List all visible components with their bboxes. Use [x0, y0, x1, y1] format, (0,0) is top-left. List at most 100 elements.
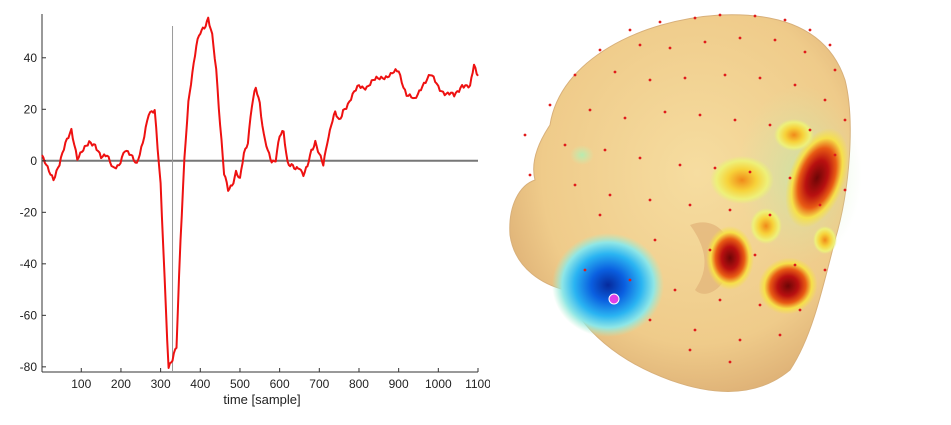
yellow-blob-1: [710, 156, 774, 204]
yellow-blob-2: [750, 208, 782, 244]
y-tick-label: -60: [20, 308, 38, 322]
scalp-topography: [490, 0, 951, 420]
sensor-dot: [803, 50, 807, 54]
sensor-dot: [548, 103, 552, 107]
yellow-blob-4: [813, 226, 837, 254]
sensor-dot: [728, 208, 732, 212]
x-tick-label: 400: [190, 377, 210, 391]
sensor-dot: [563, 143, 567, 147]
sensor-dot: [648, 318, 652, 322]
sensor-dot: [663, 110, 667, 114]
red-blob-1: [785, 128, 849, 228]
sensor-dot: [693, 16, 697, 20]
sensor-dot: [733, 118, 737, 122]
sensor-dot: [823, 268, 827, 272]
sensor-dot: [628, 28, 632, 32]
sensor-dot: [648, 198, 652, 202]
sensor-dot: [738, 36, 742, 40]
x-axis-label: time [sample]: [223, 392, 300, 407]
sensor-dot: [793, 263, 797, 267]
sensor-dots: [523, 13, 847, 364]
sensor-dot: [688, 348, 692, 352]
x-tick-label: 700: [309, 377, 329, 391]
sensor-dot: [573, 73, 577, 77]
sensor-dot: [778, 333, 782, 337]
x-tick-label: 1100: [465, 377, 490, 391]
sensor-dot: [688, 203, 692, 207]
sensor-dot: [798, 308, 802, 312]
green-blob-small: [570, 145, 594, 165]
axes: [41, 14, 478, 373]
y-tick-label: 20: [24, 102, 38, 116]
sensor-dot: [768, 123, 772, 127]
y-tick-label: 0: [30, 154, 37, 168]
erp-line-chart: 100 200 300 400 500 600 700 800 900 1000 1100 -80 -6…: [20, 14, 492, 407]
sensor-dot: [718, 298, 722, 302]
sensor-dot: [728, 360, 732, 364]
sensor-dot: [748, 170, 752, 174]
dipole-marker: [608, 293, 620, 305]
yellow-blob-3: [774, 119, 814, 151]
sensor-dot: [588, 108, 592, 112]
x-tick-label: 500: [230, 377, 250, 391]
x-tick-label: 800: [349, 377, 369, 391]
sensor-dot: [653, 238, 657, 242]
head-render: [509, 13, 862, 392]
sensor-dot: [738, 338, 742, 342]
sensor-dot: [648, 78, 652, 82]
sensor-dot: [758, 76, 762, 80]
sensor-dot: [583, 268, 587, 272]
sensor-dot: [808, 128, 812, 132]
sensor-dot: [718, 13, 722, 17]
sensor-dot: [638, 156, 642, 160]
x-tick-label: 600: [270, 377, 290, 391]
sensor-dot: [598, 48, 602, 52]
sensor-dot: [768, 213, 772, 217]
sensor-dot: [793, 83, 797, 87]
sensor-dot: [843, 188, 847, 192]
red-blob-3: [758, 257, 818, 315]
y-tick-label: 40: [24, 51, 38, 65]
sensor-dot: [678, 163, 682, 167]
sensor-dot: [713, 166, 717, 170]
sensor-dot: [673, 288, 677, 292]
x-tick-label: 300: [151, 377, 171, 391]
y-tick-label: -40: [20, 257, 38, 271]
sensor-dot: [843, 118, 847, 122]
sensor-dot: [783, 18, 787, 22]
sensor-dot: [658, 20, 662, 24]
tick-labels: 100 200 300 400 500 600 700 800 900 1000 1100-80-6…: [20, 51, 492, 391]
sensor-dot: [723, 73, 727, 77]
sensor-dot: [808, 28, 812, 32]
sensor-dot: [573, 183, 577, 187]
x-tick-label: 200: [111, 377, 131, 391]
series-line: [41, 16, 479, 369]
x-tick-label: 100: [71, 377, 91, 391]
x-tick-label: 1000: [425, 377, 452, 391]
sensor-dot: [698, 113, 702, 117]
sensor-dot: [833, 68, 837, 72]
sensor-dot: [753, 14, 757, 18]
sensor-dot: [828, 43, 832, 47]
sensor-dot: [773, 38, 777, 42]
sensor-dot: [608, 193, 612, 197]
sensor-dot: [523, 133, 527, 137]
sensor-dot: [598, 213, 602, 217]
sensor-dot: [703, 40, 707, 44]
sensor-dot: [788, 176, 792, 180]
sensor-dot: [683, 76, 687, 80]
series-layer: [41, 16, 479, 369]
sensor-dot: [753, 253, 757, 257]
y-tick-label: -80: [20, 360, 38, 374]
sensor-dot: [668, 46, 672, 50]
sensor-dot: [833, 153, 837, 157]
sensor-dot: [528, 173, 532, 177]
red-blob-2: [706, 226, 754, 290]
sensor-dot: [758, 303, 762, 307]
sensor-dot: [823, 98, 827, 102]
blue-activity-blob: [552, 233, 664, 337]
y-tick-label: -20: [20, 205, 38, 219]
sensor-dot: [693, 328, 697, 332]
sensor-dot: [708, 248, 712, 252]
sensor-dot: [603, 148, 607, 152]
